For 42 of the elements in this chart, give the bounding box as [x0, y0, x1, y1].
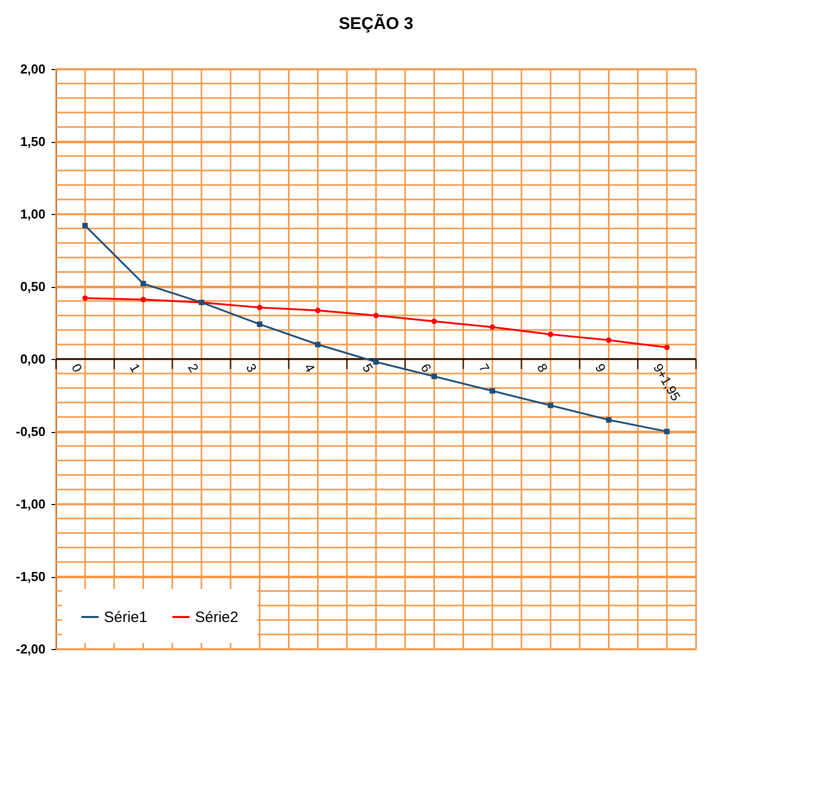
point [606, 337, 612, 343]
point [140, 296, 146, 302]
x-tick-label: 6 [418, 361, 434, 375]
point [373, 312, 379, 318]
point [431, 318, 437, 324]
x-tick-label: 1 [126, 361, 144, 375]
legend-label: Série1 [104, 609, 148, 626]
point [606, 417, 612, 423]
point [490, 324, 496, 330]
x-tick-label: 3 [243, 361, 260, 375]
point [256, 321, 262, 327]
point [82, 295, 88, 301]
point [431, 374, 437, 380]
x-tick-label: 0 [68, 361, 86, 375]
y-tick-label: 0,00 [20, 352, 46, 366]
legend-label: Série2 [195, 609, 238, 626]
point [140, 280, 146, 286]
y-tick-label: -0,50 [16, 424, 46, 439]
point [664, 344, 670, 350]
x-tick-label: 7 [476, 361, 493, 375]
point [373, 359, 379, 365]
x-tick-label: 8 [534, 361, 551, 375]
x-tick-label: 5 [360, 361, 376, 375]
y-tick-label: 1,00 [20, 206, 46, 222]
point [315, 342, 321, 348]
point [256, 304, 262, 310]
point [664, 428, 670, 434]
y-tick-label: 1,50 [20, 134, 46, 149]
x-tick-label: 9 [592, 361, 609, 375]
y-tick-label: 0,50 [20, 279, 46, 294]
y-tick-label: 2,00 [20, 62, 46, 76]
x-tick-label: 2 [185, 361, 202, 375]
x-tick-label: 4 [301, 361, 318, 375]
y-tick-label: -1,50 [16, 569, 46, 584]
point [490, 388, 496, 394]
chart-title: SEÇÃO 3 [338, 13, 414, 33]
y-tick-label: -1,00 [16, 496, 46, 512]
point [82, 222, 88, 228]
point [315, 308, 321, 314]
point [548, 332, 554, 338]
point [548, 402, 554, 408]
y-tick-label: -2,00 [16, 642, 46, 656]
